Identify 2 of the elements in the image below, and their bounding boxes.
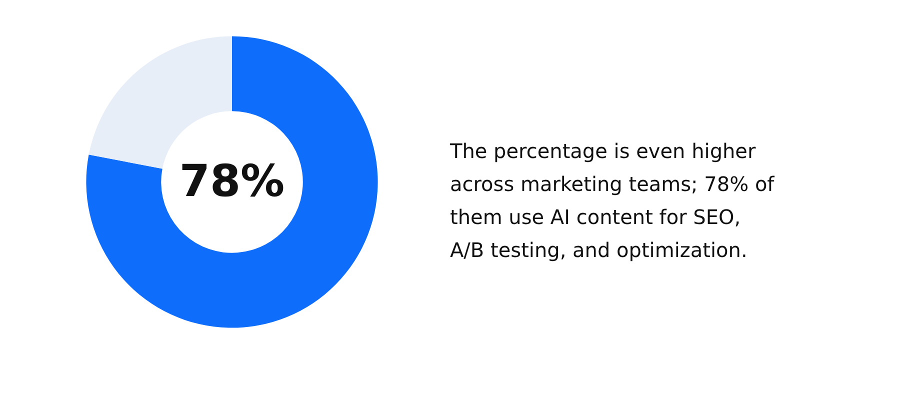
text: 78% xyxy=(178,155,286,209)
text: The percentage is even higher across marketing teams; 78% of them use AI content for SEO, A/B testing, and optimization. xyxy=(450,138,776,264)
